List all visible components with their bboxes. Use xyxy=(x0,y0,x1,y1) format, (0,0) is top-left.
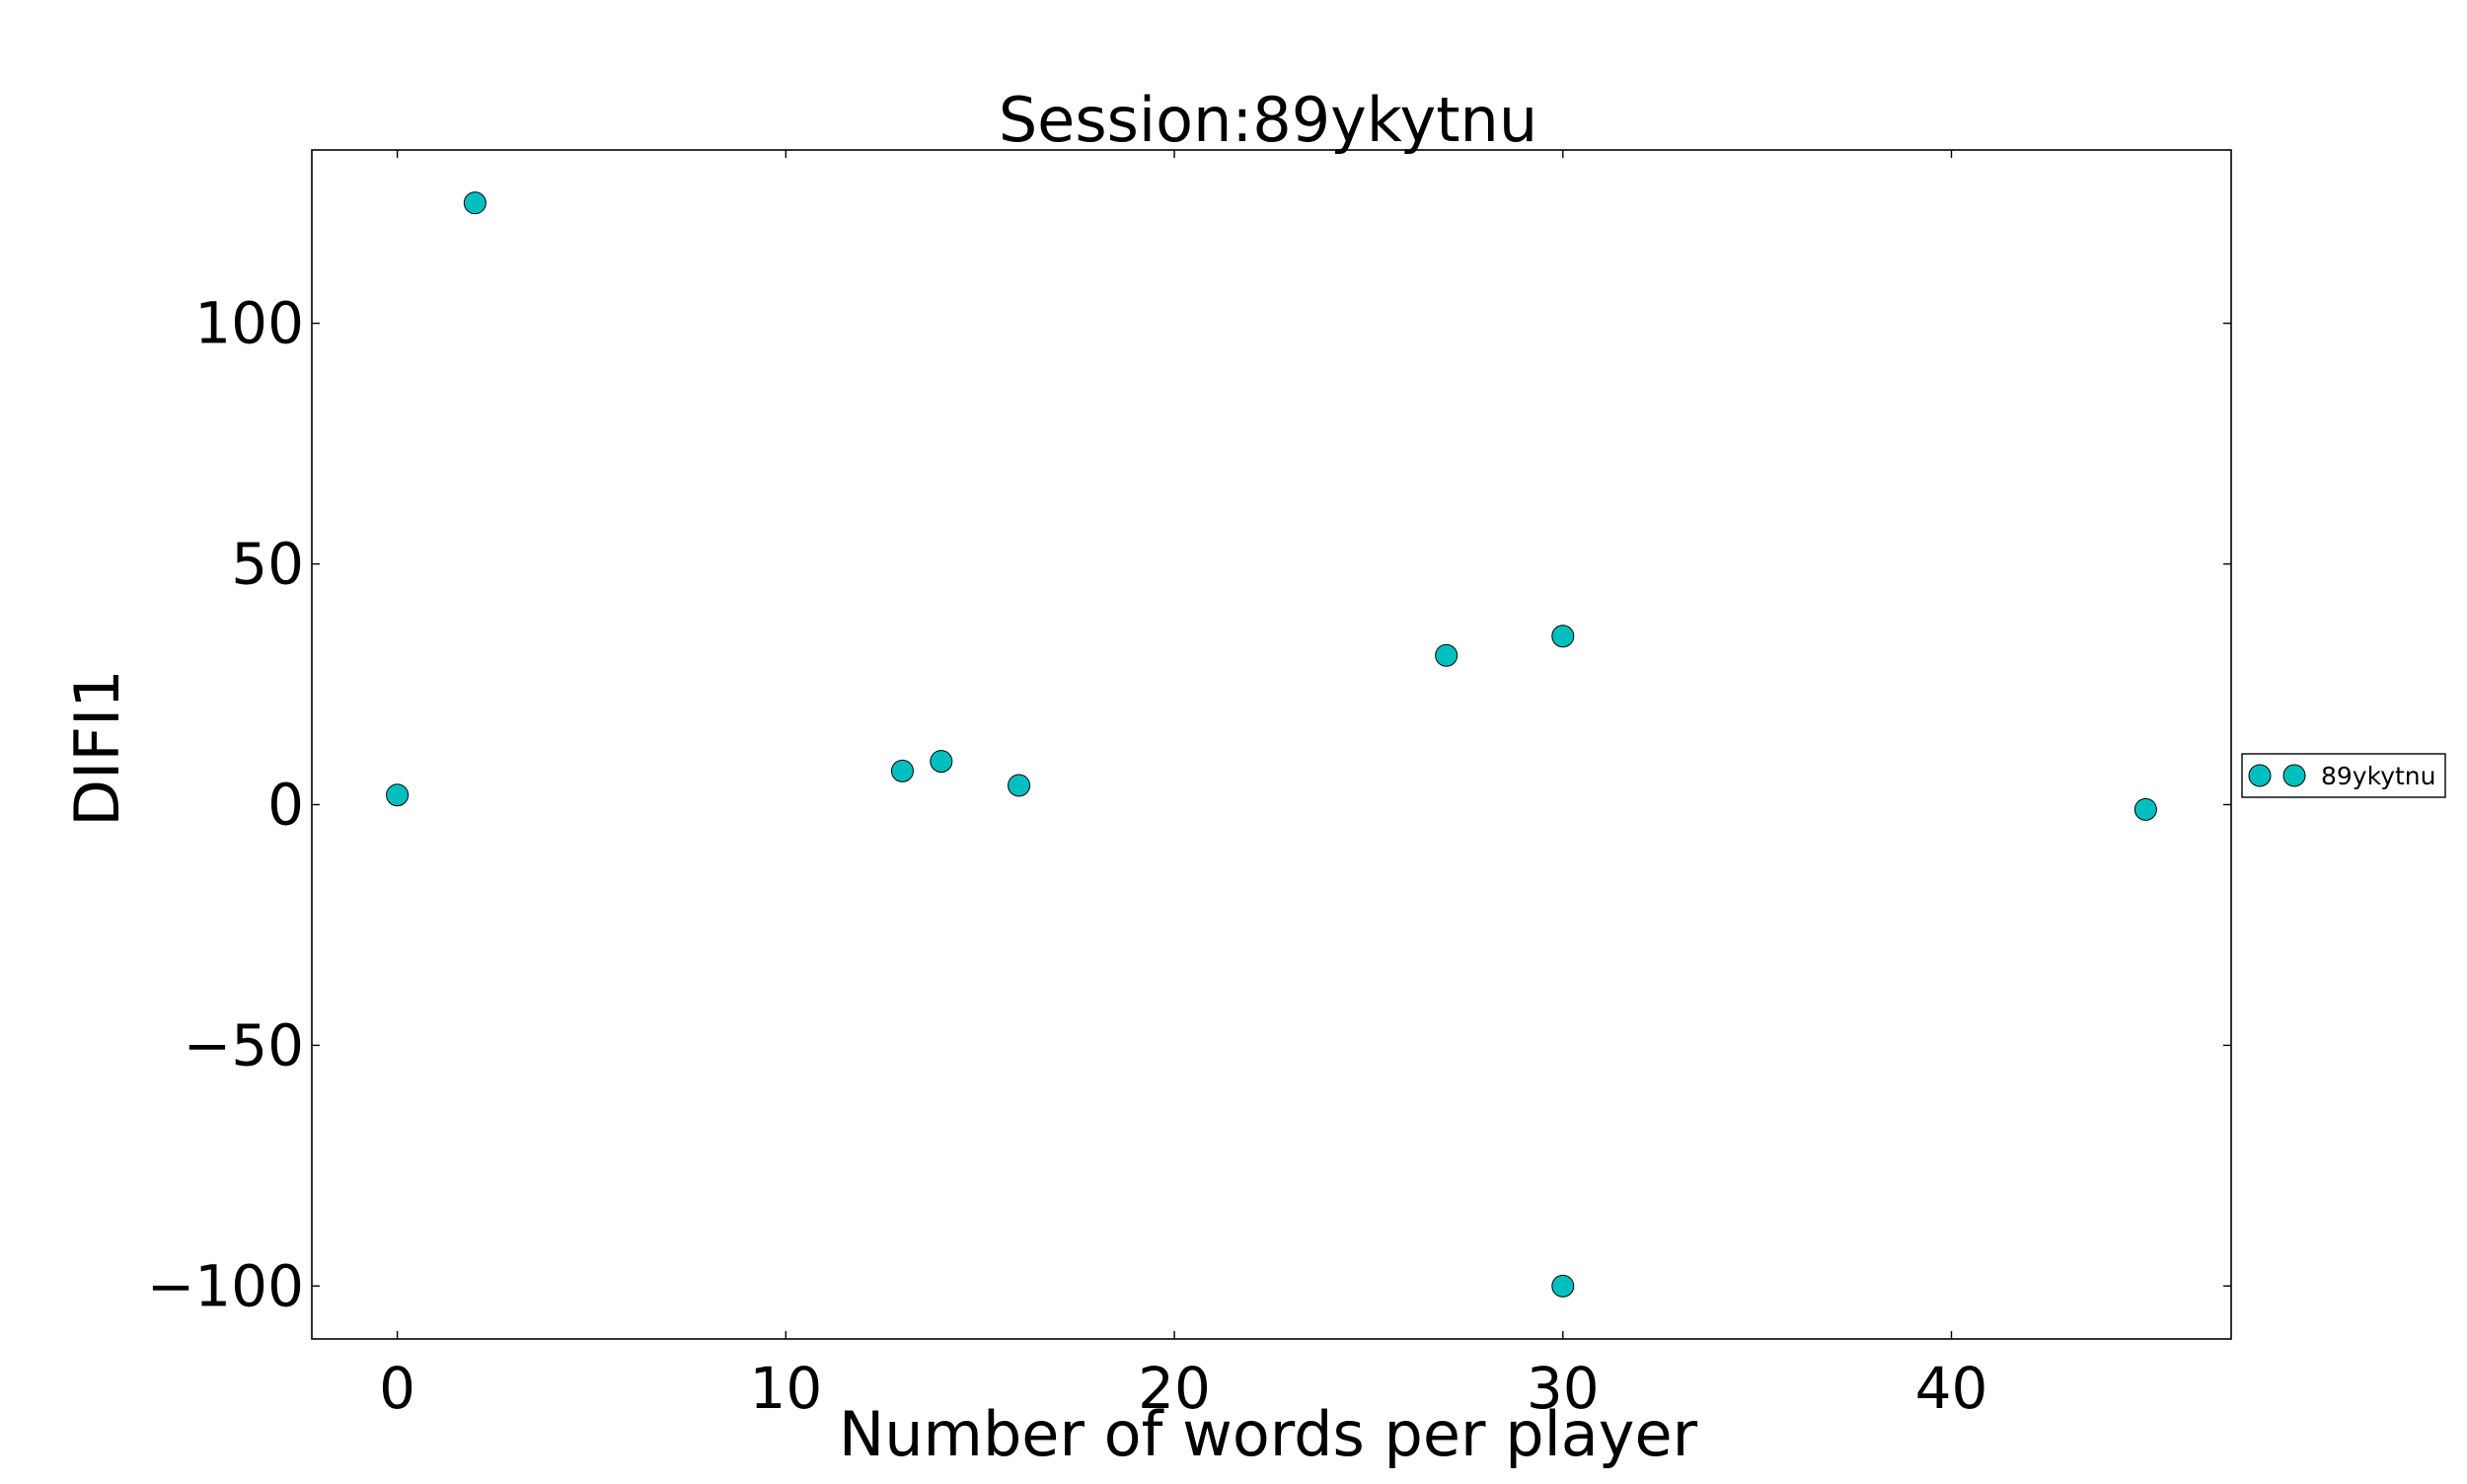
x-axis-label: Number of words per player xyxy=(839,1398,1698,1470)
data-point xyxy=(930,750,953,774)
y-tick-label: 100 xyxy=(194,290,304,357)
data-point xyxy=(1008,774,1031,797)
x-tick-label: 40 xyxy=(1915,1355,1988,1422)
data-point xyxy=(386,783,410,807)
legend-label: 89ykytnu xyxy=(2321,762,2435,790)
plot-area xyxy=(311,149,2232,1340)
data-point xyxy=(1551,625,1575,648)
y-tick-label: 0 xyxy=(267,771,304,838)
legend: 89ykytnu xyxy=(2241,753,2446,798)
data-point xyxy=(463,191,486,215)
data-point xyxy=(1435,643,1458,667)
points-layer xyxy=(386,191,2157,1298)
legend-box xyxy=(2241,753,2446,798)
data-point xyxy=(1551,1274,1575,1298)
y-tick-label: −50 xyxy=(184,1011,304,1078)
x-tick-label: 20 xyxy=(1138,1355,1211,1422)
chart-title: Session:89ykytnu xyxy=(999,84,1537,156)
data-point xyxy=(2133,797,2157,821)
y-tick-label: 50 xyxy=(231,531,304,598)
legend-marker xyxy=(2282,764,2306,787)
y-axis-label: DIFI1 xyxy=(61,669,133,826)
y-tick-label: −100 xyxy=(147,1252,304,1319)
x-tick-label: 30 xyxy=(1527,1355,1600,1422)
x-tick-label: 0 xyxy=(379,1355,415,1422)
legend-marker xyxy=(2248,764,2272,787)
data-point xyxy=(890,759,914,782)
x-tick-label: 10 xyxy=(749,1355,822,1422)
ticks-layer: 0 10 20 30 40 −100 −50 0 50 100 xyxy=(147,150,2231,1422)
